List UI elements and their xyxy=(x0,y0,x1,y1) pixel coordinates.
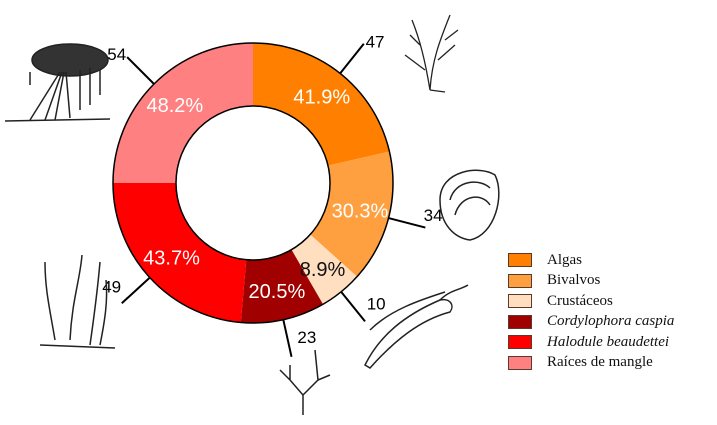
segment-count-label: 34 xyxy=(424,206,443,225)
legend-item-algas: Algas xyxy=(508,250,674,271)
legend-swatch xyxy=(508,335,532,350)
legend-swatch xyxy=(508,253,532,268)
legend-swatch xyxy=(508,273,532,288)
leader-line xyxy=(282,319,293,357)
legend-item-halodule: Halodule beaudettei xyxy=(508,332,674,353)
donut-segment xyxy=(113,43,253,183)
donut-segment xyxy=(253,43,390,166)
segment-percent-label: 30.3% xyxy=(332,201,389,223)
clam-illustration-icon xyxy=(439,169,500,241)
legend-swatch xyxy=(508,314,532,329)
legend-label: Halodule beaudettei xyxy=(547,333,670,350)
legend-label: Cordylophora caspia xyxy=(547,313,675,330)
legend-swatch xyxy=(508,294,532,309)
segment-count-label: 10 xyxy=(367,295,386,314)
segment-percent-label: 48.2% xyxy=(147,95,204,117)
segment-percent-label: 20.5% xyxy=(249,281,306,303)
segment-percent-label: 8.9% xyxy=(300,259,346,281)
seagrass-illustration-icon xyxy=(39,254,116,349)
donut-segment xyxy=(240,249,323,323)
legend-swatch xyxy=(508,355,532,370)
mangrove-illustration-icon xyxy=(4,43,111,122)
legend-item-cordylophora: Cordylophora caspia xyxy=(508,312,674,333)
segment-count-label: 54 xyxy=(107,45,126,64)
segment-count-label: 47 xyxy=(366,33,385,52)
legend-label: Crustáceos xyxy=(547,292,613,309)
segment-percent-label: 43.7% xyxy=(143,248,200,270)
segment-count-label: 23 xyxy=(297,328,316,347)
legend-label: Algas xyxy=(547,251,582,268)
legend-label: Bivalvos xyxy=(547,272,601,289)
donut-segment xyxy=(291,234,358,305)
legend-item-bivalvos: Bivalvos xyxy=(508,271,674,292)
leader-line xyxy=(126,56,155,85)
hydroid-illustration-icon xyxy=(279,349,331,415)
leader-line xyxy=(339,43,365,75)
leader-line xyxy=(340,291,366,322)
algae-illustration-icon xyxy=(404,14,459,93)
donut-segment xyxy=(113,183,247,323)
legend-item-raices: Raíces de mangle xyxy=(508,353,674,374)
chart-legend: Algas Bivalvos Crustáceos Cordylophora c… xyxy=(508,250,674,373)
donut-segment xyxy=(310,151,393,277)
shrimp-illustration-icon xyxy=(364,284,469,369)
legend-label: Raíces de mangle xyxy=(547,354,653,371)
segment-percent-label: 41.9% xyxy=(293,87,350,109)
legend-item-crustaceos: Crustáceos xyxy=(508,291,674,312)
leader-line xyxy=(121,276,151,304)
segment-count-label: 49 xyxy=(102,277,121,296)
leader-line xyxy=(388,217,426,229)
